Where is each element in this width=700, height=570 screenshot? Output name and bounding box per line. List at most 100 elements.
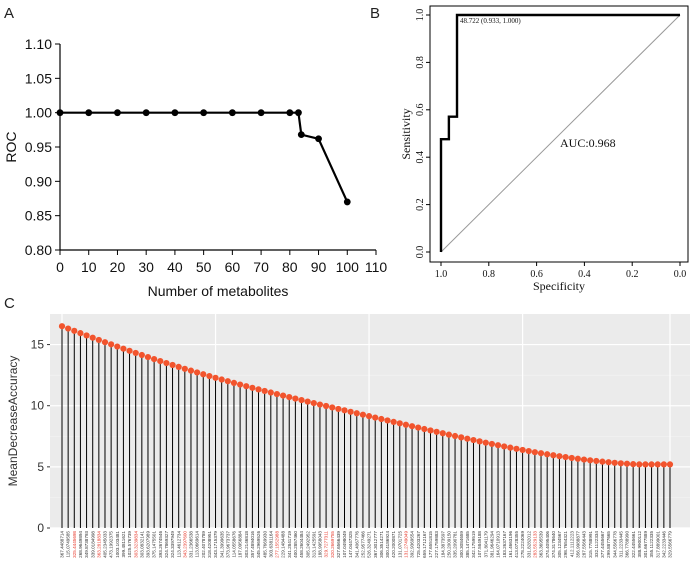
panel-c-dot bbox=[329, 404, 336, 411]
panel-a-data-point bbox=[257, 109, 265, 117]
panel-c-dot bbox=[507, 444, 514, 451]
panel-c-x-label: 187.0956884 bbox=[238, 531, 243, 558]
panel-letter-b: B bbox=[370, 5, 380, 22]
panel-c-dot bbox=[445, 431, 453, 438]
panel-c-grid bbox=[50, 314, 690, 529]
panel-c-x-label: 341.4067776 bbox=[354, 531, 359, 558]
panel-c-x-label: 300.3084659 bbox=[459, 531, 464, 558]
panel-c-dot bbox=[114, 343, 121, 350]
panel-c-dot bbox=[642, 461, 649, 468]
panel-c-x-label: 356.9988877 bbox=[575, 531, 580, 558]
panel-a-axes bbox=[59, 44, 376, 251]
panel-c-dot bbox=[433, 428, 440, 435]
panel-c-x-label: 320.2669755 bbox=[330, 531, 335, 558]
panel-a-data-point bbox=[114, 109, 121, 117]
panel-c-dot bbox=[157, 357, 164, 365]
panel-b-plot-box bbox=[429, 5, 689, 263]
panel-c-dot bbox=[421, 425, 428, 433]
panel-c-dot bbox=[212, 374, 219, 381]
panel-a-data-point bbox=[142, 109, 150, 117]
panel-c-dot bbox=[169, 361, 176, 369]
panel-c-dot bbox=[298, 397, 305, 404]
panel-c-dot bbox=[666, 461, 674, 468]
panel-c-dot bbox=[310, 399, 317, 407]
panel-c-x-label: 367.3012777 bbox=[373, 531, 378, 558]
panel-c-x-label: 311.2233445 bbox=[618, 531, 623, 558]
panel-c-dot bbox=[513, 445, 520, 452]
panel-c-dot bbox=[279, 392, 287, 399]
panel-c-dot bbox=[267, 389, 274, 396]
panel-c-x-label: 324.3397949 bbox=[170, 531, 175, 558]
panel-b-x-axis-title: Specificity bbox=[533, 279, 585, 293]
panel-c-x-label: 399.4811621 bbox=[121, 531, 126, 558]
panel-c-x-label: 341.2841719 bbox=[287, 531, 292, 558]
panel-b-y-tick-label: 0.6 bbox=[415, 104, 426, 117]
panel-c-x-label: 324.7869327 bbox=[164, 531, 169, 558]
panel-c-x-label: 335.2090781 bbox=[453, 531, 458, 558]
panel-c-x-label: 252.9577466 bbox=[361, 531, 366, 558]
panel-b-y-tick-label: 0.2 bbox=[415, 198, 426, 211]
panel-c-dot bbox=[396, 420, 403, 427]
panel-c-x-label: 1003.103481 bbox=[115, 531, 120, 558]
panel-c-dot bbox=[151, 355, 158, 363]
panel-c-dot bbox=[605, 459, 612, 466]
panel-c-x-labels: 367.4488714 115.0749585 325.4445698 268.964… bbox=[60, 531, 673, 558]
panel-c-x-label: 315.7788991 bbox=[588, 531, 593, 558]
panel-a-data-point bbox=[295, 109, 302, 117]
panel-c-dot bbox=[365, 413, 373, 420]
panel-c-dot bbox=[415, 424, 422, 431]
panel-c-dot bbox=[599, 458, 606, 465]
panel-c-dot bbox=[335, 405, 342, 413]
panel-a-data-point bbox=[297, 131, 305, 139]
panel-a-roc-line bbox=[60, 111, 349, 203]
panel-c-dot bbox=[501, 443, 508, 450]
panel-c-dot bbox=[587, 457, 594, 464]
panel-b-x-tick-label: 0.0 bbox=[674, 269, 687, 280]
panel-c-dot bbox=[224, 378, 231, 385]
panel-c-x-label: 131.2749049 bbox=[404, 531, 409, 558]
panel-a-y-axis-title: ROC bbox=[3, 131, 19, 162]
panel-b-threshold-label: 48.722 (0.933, 1.000) bbox=[460, 17, 521, 25]
panel-a-x-tick-label: 80 bbox=[282, 259, 298, 275]
panel-c-x-label: 305.2492952 bbox=[305, 531, 310, 558]
panel-c-x-label: 373.9673737 bbox=[225, 531, 230, 558]
panel-a-y-tick-label: 0.80 bbox=[25, 242, 52, 258]
panel-c-dot bbox=[390, 418, 397, 426]
panel-a-data-point bbox=[343, 198, 351, 206]
panel-c-x-label: 322.4455661 bbox=[631, 531, 636, 558]
panel-c-dot bbox=[488, 440, 495, 448]
panel-c-dot bbox=[384, 417, 391, 424]
panel-c-dot bbox=[83, 332, 90, 339]
panel-c-dot bbox=[660, 461, 667, 468]
panel-c-y-tick-label: 10 bbox=[31, 399, 45, 413]
panel-a-data-point bbox=[228, 109, 236, 117]
panel-c-dot bbox=[261, 387, 268, 395]
panel-a-y-tick-label: 0.95 bbox=[25, 139, 52, 155]
panel-b-x-tick-label: 0.8 bbox=[483, 269, 496, 280]
panel-c-x-label: 342.2233446 bbox=[661, 531, 666, 558]
panel-c-dot bbox=[519, 446, 526, 454]
panel-c-dot bbox=[574, 455, 581, 462]
panel-c-dot bbox=[243, 383, 250, 390]
panel-a-x-tick-label: 50 bbox=[196, 259, 212, 275]
panel-b-y-axis-title: Sensitivity bbox=[399, 108, 413, 159]
panel-a-data-point bbox=[200, 109, 208, 117]
panel-c-x-label: 317.8899001 bbox=[655, 531, 660, 558]
panel-a-x-tick-label: 40 bbox=[167, 259, 183, 275]
panel-c-x-label: 278.2224069 bbox=[520, 531, 525, 558]
panel-c-x-label: 381.9646294 bbox=[489, 531, 494, 558]
panel-c-dot bbox=[273, 390, 281, 398]
panel-c-dot bbox=[89, 334, 96, 341]
panel-a-x-ticks: 0 10 20 30 40 50 60 70 80 90 100 110 bbox=[56, 250, 387, 275]
panel-b-y-ticks: 0.0 0.2 0.4 0.6 0.8 1.0 bbox=[415, 9, 430, 258]
panel-c-dot bbox=[347, 408, 354, 415]
panel-c-x-label: 400.2857460 bbox=[293, 531, 298, 558]
panel-c-x-label: 303.0832141 bbox=[139, 531, 144, 558]
panel-c-y-tick-label: 15 bbox=[31, 338, 45, 352]
panel-c-x-label: 342.1759519 bbox=[471, 531, 476, 558]
panel-c-x-label: 405.2345033 bbox=[103, 531, 108, 558]
panel-c-x-label: 107.5849188 bbox=[477, 531, 482, 558]
panel-c-x-label: 161.4663196 bbox=[508, 531, 513, 558]
panel-c-x-label: 393.6207989 bbox=[146, 531, 151, 558]
panel-c-dot bbox=[163, 359, 170, 367]
